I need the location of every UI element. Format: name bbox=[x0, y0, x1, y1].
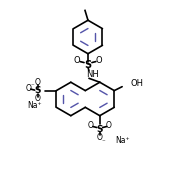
Text: S: S bbox=[34, 86, 41, 95]
Text: NH: NH bbox=[87, 70, 99, 79]
Text: S: S bbox=[96, 125, 103, 134]
Text: Na⁺: Na⁺ bbox=[116, 136, 130, 145]
Text: O: O bbox=[26, 84, 32, 93]
Text: O: O bbox=[106, 121, 112, 130]
Text: Na⁺: Na⁺ bbox=[27, 101, 42, 110]
Text: O: O bbox=[95, 56, 102, 65]
Text: O: O bbox=[74, 56, 80, 65]
Text: ⁻: ⁻ bbox=[31, 84, 35, 90]
Text: O: O bbox=[97, 133, 103, 142]
Text: O: O bbox=[88, 121, 94, 130]
Text: O: O bbox=[35, 78, 41, 87]
Text: ⁻: ⁻ bbox=[102, 139, 105, 145]
Text: OH: OH bbox=[130, 79, 143, 88]
Text: S: S bbox=[84, 60, 92, 69]
Text: O: O bbox=[35, 94, 41, 103]
